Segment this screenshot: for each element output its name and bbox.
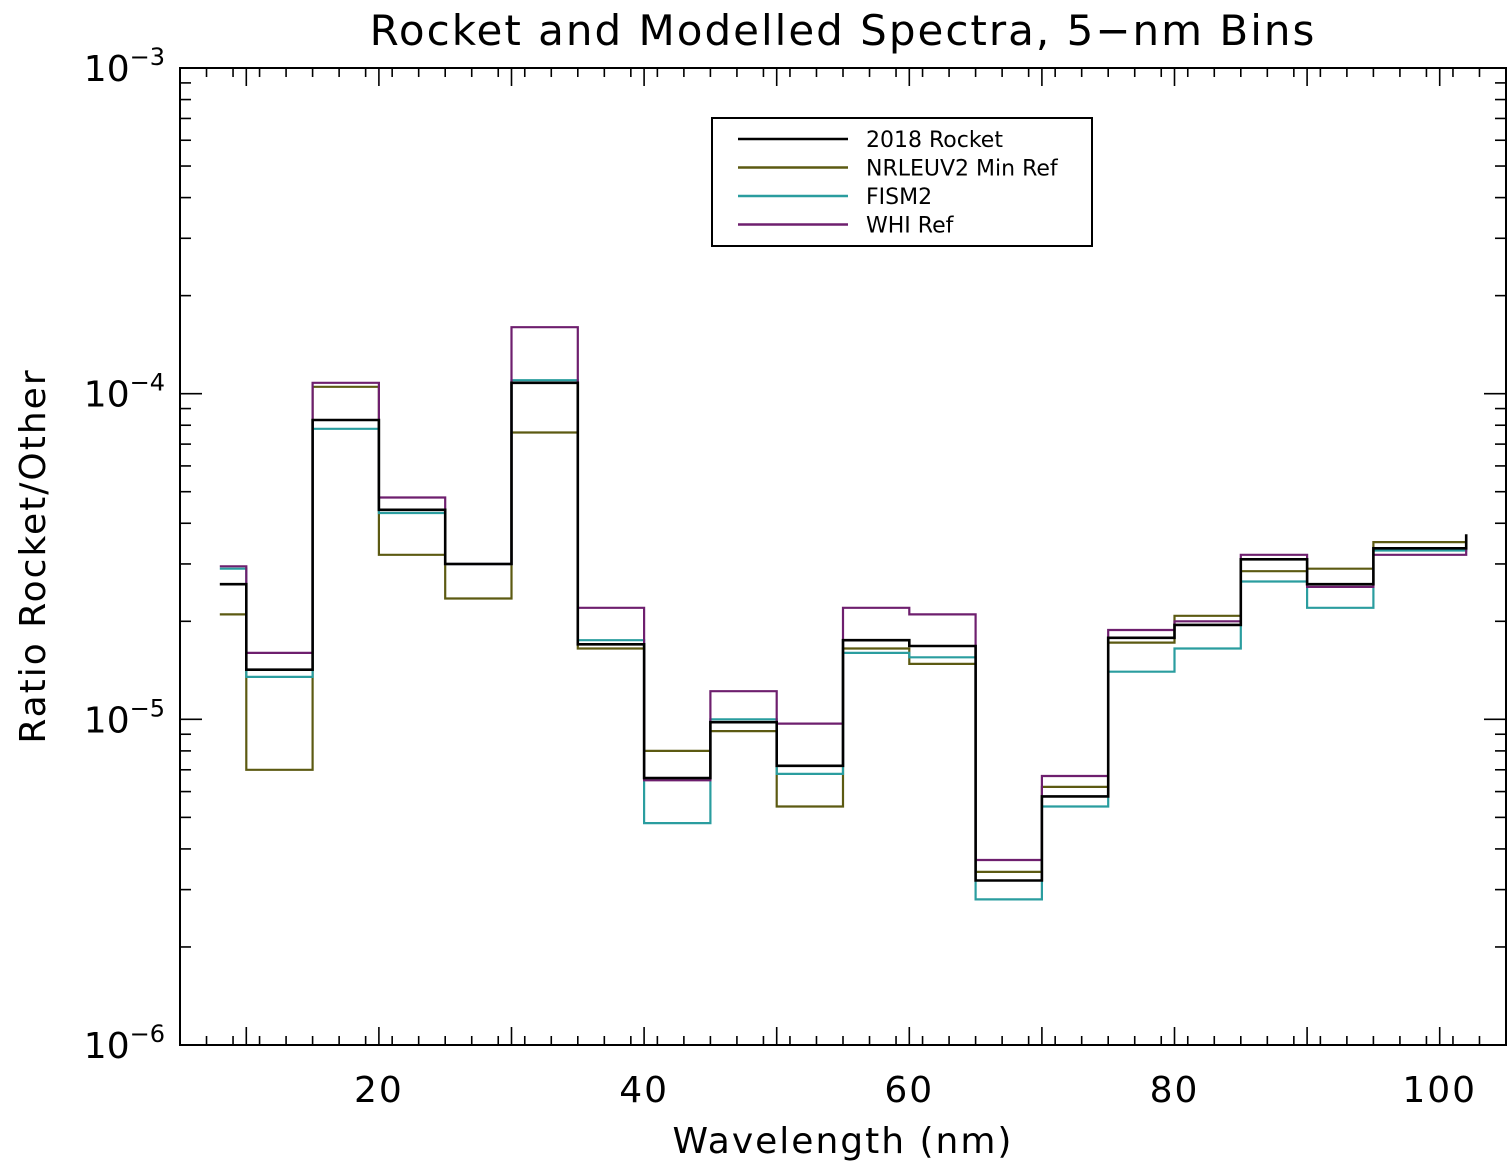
y-tick-label: 10−3 bbox=[84, 43, 165, 90]
legend: 2018 Rocket NRLEUV2 Min Ref FISM2 WHI Ref bbox=[711, 117, 1093, 247]
legend-label: 2018 Rocket bbox=[866, 128, 1003, 153]
x-tick-label: 40 bbox=[619, 1070, 669, 1111]
legend-label: WHI Ref bbox=[866, 214, 955, 239]
y-tick-label: 10−6 bbox=[84, 1020, 165, 1067]
x-tick-label: 20 bbox=[354, 1070, 404, 1111]
legend-label: NRLEUV2 Min Ref bbox=[866, 157, 1059, 182]
y-axis-label: Ratio Rocket/Other bbox=[13, 368, 54, 743]
x-tick-label: 80 bbox=[1150, 1070, 1200, 1111]
x-axis-label: Wavelength (nm) bbox=[673, 1121, 1014, 1162]
chart-title: Rocket and Modelled Spectra, 5−nm Bins bbox=[370, 6, 1317, 55]
legend-label: FISM2 bbox=[866, 185, 932, 210]
series-line-2018-rocket bbox=[219, 381, 1468, 882]
y-tick-label: 10−5 bbox=[84, 694, 165, 741]
x-tick-label: 60 bbox=[884, 1070, 934, 1111]
x-tick-label: 100 bbox=[1402, 1070, 1477, 1111]
y-tick-label: 10−4 bbox=[84, 369, 165, 416]
